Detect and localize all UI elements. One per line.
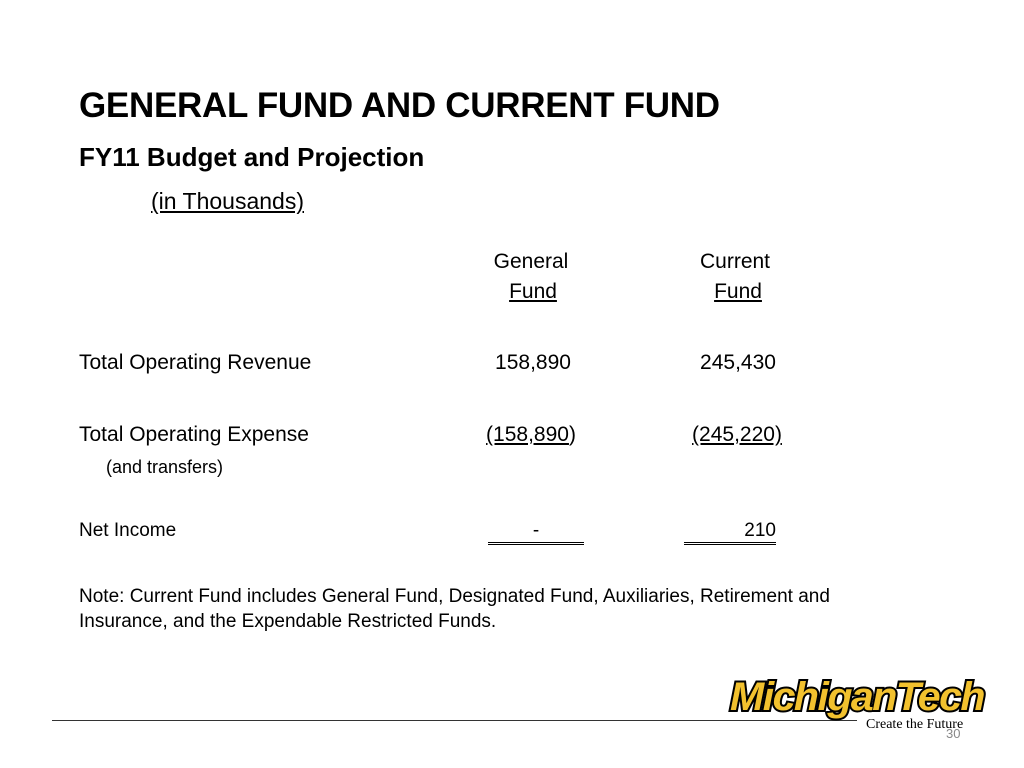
- footnote: Note: Current Fund includes General Fund…: [79, 586, 830, 632]
- expense-label: Total Operating Expense: [79, 423, 309, 446]
- michigan-tech-logo: MichiganTech Create the Future: [728, 673, 988, 732]
- slide-subtitle: FY11 Budget and Projection: [79, 142, 425, 172]
- expense-general-number: (158,890: [486, 423, 569, 446]
- expense-current-number: (245,220): [692, 423, 782, 446]
- net-income-current-value: 210: [684, 520, 776, 545]
- slide-title: GENERAL FUND AND CURRENT FUND: [79, 86, 720, 125]
- revenue-label: Total Operating Revenue: [79, 351, 312, 374]
- net-income-general-value: -: [488, 520, 584, 545]
- net-income-current-number: 210: [684, 520, 776, 545]
- general-fund-header-line2: Fund: [453, 280, 613, 304]
- footer-divider: [52, 720, 857, 721]
- svg-text:MichiganTech: MichiganTech: [730, 675, 984, 719]
- expense-general-close-paren: ): [568, 423, 576, 446]
- net-income-label: Net Income: [79, 520, 177, 541]
- logo-tagline: Create the Future: [866, 717, 963, 732]
- logo-wordmark: MichiganTech: [728, 673, 988, 721]
- expense-general-value: (158,890): [451, 423, 611, 447]
- current-fund-header-line2: Fund: [658, 280, 818, 304]
- current-fund-header-label: Fund: [714, 280, 762, 303]
- revenue-general-value: 158,890: [495, 351, 571, 374]
- units-label: (in Thousands): [151, 188, 304, 214]
- general-fund-header-line1: General: [493, 250, 569, 273]
- current-fund-header-line1: Current: [699, 250, 771, 273]
- net-income-general-number: -: [488, 520, 584, 545]
- page-number: 30: [946, 726, 961, 741]
- expense-sublabel: (and transfers): [106, 457, 224, 477]
- revenue-current-value: 245,430: [700, 351, 776, 374]
- general-fund-header-label: Fund: [509, 280, 557, 303]
- expense-current-value: (245,220): [657, 423, 817, 447]
